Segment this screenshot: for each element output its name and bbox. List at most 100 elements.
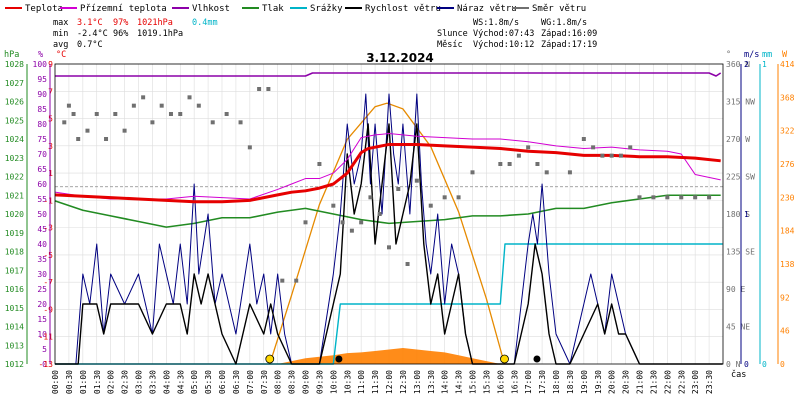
axis-unit-labels: hPa % °C ° m/s mm W čas	[4, 50, 788, 380]
stats-max-rain: 0.4mm	[192, 18, 218, 28]
wind_direction-tick-label: 90 E	[726, 285, 745, 294]
wind-direction-point	[113, 112, 118, 116]
x-tick-label: 18:30	[566, 370, 575, 394]
wind_speed-tick-label: 2	[744, 60, 749, 69]
x-tick-label: 08:30	[288, 370, 297, 394]
info-moonset: Západ:17:19	[541, 40, 597, 50]
humidity-tick-label: 10	[37, 330, 47, 339]
wind-direction-point	[168, 112, 173, 116]
wind_direction-tick-label: 270 W	[726, 135, 750, 144]
unit-percent: %	[38, 50, 43, 60]
wind-direction-point	[76, 137, 81, 141]
stats-min-hum: 96%	[113, 29, 128, 39]
solar-tick-label: 414	[780, 60, 795, 69]
info-wg: WG:1.8m/s	[541, 18, 587, 28]
wind-direction-point	[196, 103, 201, 108]
x-tick-label: 19:00	[580, 370, 589, 394]
wind-direction-point	[544, 170, 549, 175]
stats-max-hum: 97%	[113, 18, 128, 28]
solar-tick-label: 184	[780, 227, 795, 236]
x-tick-label: 09:00	[302, 370, 311, 394]
humidity-tick-label: 75	[37, 135, 47, 144]
sun-marker	[500, 354, 509, 364]
x-tick-label: 07:30	[260, 370, 269, 394]
x-tick-label: 03:30	[148, 370, 157, 394]
humidity-tick-label: 90	[37, 90, 47, 99]
x-tick-label: 05:30	[204, 370, 213, 394]
legend-label-teplota: Teplota	[25, 4, 63, 14]
x-tick-label: 19:30	[594, 370, 603, 394]
wind-direction-point	[456, 195, 461, 200]
info-moonrise: Východ:10:12	[473, 40, 534, 50]
legend-label-srazky: Srážky	[310, 4, 343, 14]
chart-title: 3.12.2024	[366, 51, 434, 65]
stats-min-temp: -2.4°C	[77, 29, 108, 39]
wind-direction-point	[665, 195, 670, 200]
wind-direction-point	[340, 220, 345, 225]
info-sun-label: Slunce	[437, 29, 468, 39]
x-tick-label: 17:00	[524, 370, 533, 394]
wind-direction-point	[294, 278, 299, 283]
wind-direction-point	[303, 220, 308, 225]
x-tick-label: 12:00	[385, 370, 394, 394]
x-tick-label: 00:00	[51, 370, 60, 394]
sun-elevation-line	[269, 102, 506, 365]
x-tick-label: 04:00	[162, 370, 171, 394]
wind-direction-point	[591, 145, 596, 150]
legend-label-rychlost-vetru: Rychlost větru	[365, 4, 441, 14]
grid	[54, 63, 723, 365]
legend-item-vlhkost: Vlhkost	[172, 4, 230, 14]
solar-tick-label: 0	[780, 360, 785, 369]
info-ws: WS:1.8m/s	[473, 18, 519, 28]
wind-direction-point	[210, 120, 215, 125]
wind-direction-point	[317, 162, 322, 166]
pressure-tick-label: 1027	[5, 79, 24, 88]
wind-gust-line	[55, 93, 723, 365]
humidity-line	[55, 72, 722, 77]
unit-ms: m/s	[744, 50, 759, 60]
wind-direction-point	[507, 162, 512, 166]
x-tick-label: 11:00	[357, 370, 366, 394]
wind-direction-point	[187, 95, 192, 100]
temperature-tick-label: 5	[48, 115, 53, 124]
wind-direction-point	[651, 195, 656, 200]
humidity-tick-label: 60	[37, 180, 47, 189]
moon-marker	[533, 355, 541, 363]
temperature-tick-label: -1	[43, 196, 53, 205]
x-tick-label: 21:30	[649, 370, 658, 394]
wind-direction-point	[679, 195, 684, 200]
humidity-tick-label: 45	[37, 225, 47, 234]
x-tick-label: 03:00	[135, 370, 144, 394]
wind-direction-point	[693, 195, 698, 200]
solar-tick-label: 368	[780, 93, 795, 102]
x-tick-label: 04:30	[176, 370, 185, 394]
wind-direction-point	[141, 95, 146, 100]
humidity-tick-label: 95	[37, 75, 47, 84]
wind-direction-point	[94, 112, 99, 116]
solar-tick-label: 46	[780, 327, 790, 336]
x-tick-label: 13:30	[427, 370, 436, 394]
temperature-tick-label: -5	[43, 251, 53, 260]
x-tick-label: 02:00	[107, 370, 116, 394]
stats-min-label: min	[53, 29, 68, 39]
humidity-tick-label: 70	[37, 150, 47, 159]
temperature-tick-label: -9	[43, 305, 53, 314]
x-tick-label: 05:00	[190, 370, 199, 394]
wind-direction-point	[600, 153, 605, 158]
humidity-tick-label: 100	[33, 60, 48, 69]
rain-tick-label: 1	[762, 60, 767, 69]
humidity-tick-label: 30	[37, 270, 47, 279]
wind-direction-point	[368, 195, 373, 200]
pressure-tick-label: 1015	[5, 304, 24, 313]
humidity-tick-label: 5	[42, 345, 47, 354]
legend-item-naraz-vetru: Náraz větru	[437, 4, 517, 14]
humidity-tick-label: 15	[37, 315, 47, 324]
rain-tick-label: 0	[762, 360, 767, 369]
x-tick-label: 14:30	[455, 370, 464, 394]
temperature-tick-label: 9	[48, 60, 53, 69]
x-tick-label: 21:00	[636, 370, 645, 394]
x-tick-label: 10:30	[343, 370, 352, 394]
temperature-tick-label: -11	[39, 333, 54, 342]
sun-marker	[265, 354, 275, 364]
wind-direction-point	[85, 128, 90, 133]
